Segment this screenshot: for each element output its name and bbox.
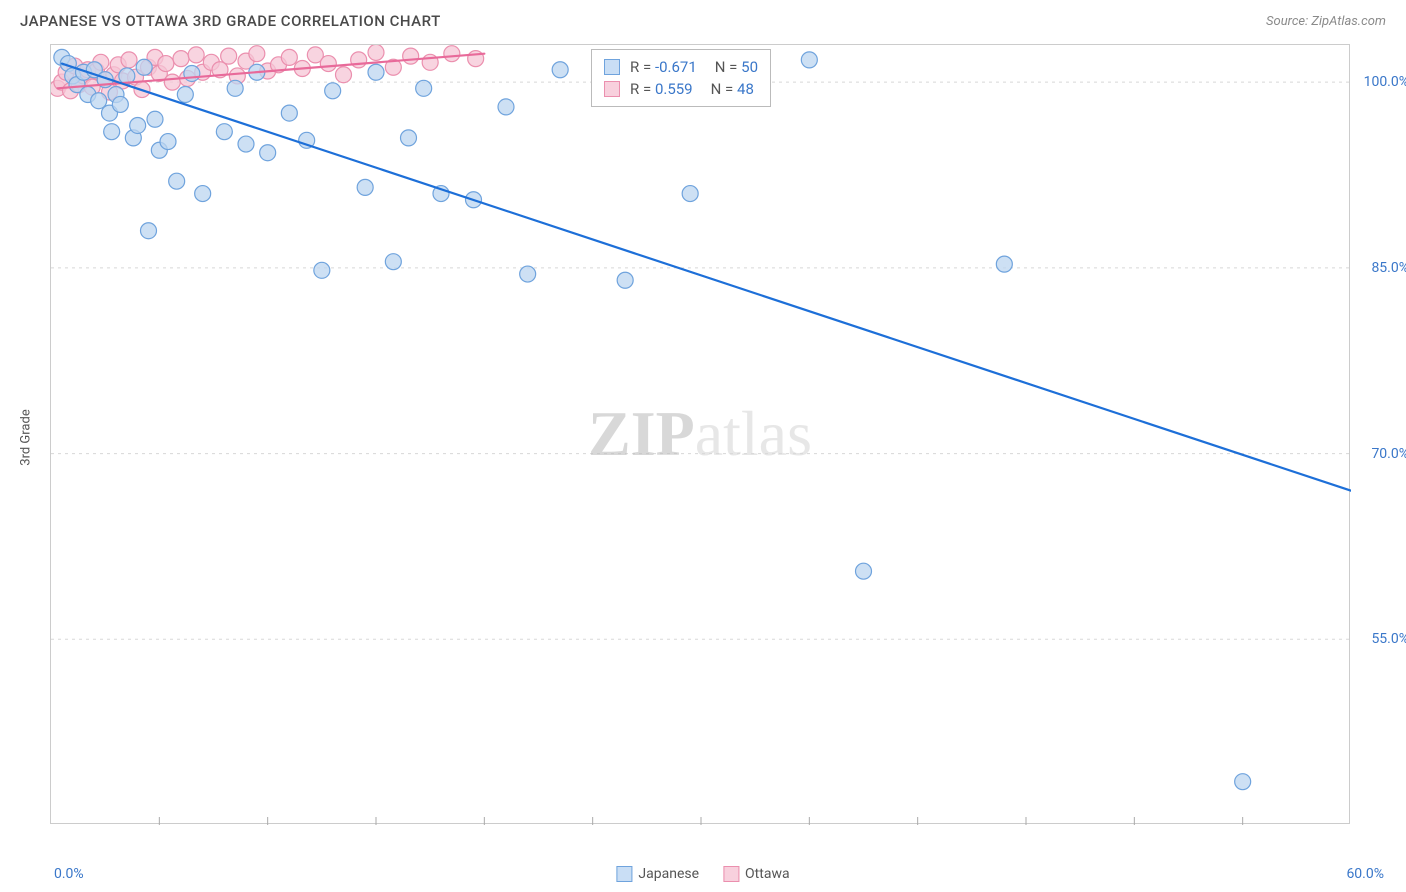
r-label: R =	[630, 58, 651, 76]
legend-label-japanese: Japanese	[638, 866, 699, 882]
swatch-japanese	[604, 59, 620, 75]
x-axis-max-label: 60.0%	[1346, 866, 1384, 882]
r-value-japanese: -0.671	[655, 58, 697, 76]
y-axis-label: 3rd Grade	[19, 409, 34, 465]
r-value-ottawa: 0.559	[655, 80, 693, 98]
stats-row-japanese: R = -0.671 N = 50	[604, 56, 758, 78]
chart-header: JAPANESE VS OTTAWA 3RD GRADE CORRELATION…	[0, 0, 1406, 38]
legend-swatch-japanese	[616, 866, 632, 882]
correlation-stats-legend: R = -0.671 N = 50 R = 0.559 N = 48	[591, 49, 771, 107]
chart-title: JAPANESE VS OTTAWA 3RD GRADE CORRELATION…	[20, 12, 441, 30]
legend-label-ottawa: Ottawa	[745, 866, 790, 882]
y-tick-label: 70.0%	[1371, 446, 1406, 462]
legend-item-japanese: Japanese	[616, 866, 699, 882]
y-tick-label: 85.0%	[1371, 260, 1406, 276]
scatter-plot-svg	[51, 45, 1351, 825]
n-value-ottawa: 48	[737, 80, 754, 98]
n-label: N =	[715, 58, 738, 76]
series-legend: Japanese Ottawa	[616, 866, 789, 882]
x-axis-origin-label: 0.0%	[54, 866, 84, 882]
legend-swatch-ottawa	[723, 866, 739, 882]
chart-plot-area: ZIPatlas R = -0.671 N = 50 R = 0.559 N =…	[50, 44, 1350, 824]
n-label: N =	[711, 80, 734, 98]
chart-source: Source: ZipAtlas.com	[1266, 14, 1386, 29]
y-tick-label: 55.0%	[1371, 631, 1406, 647]
swatch-ottawa	[604, 81, 620, 97]
n-value-japanese: 50	[741, 58, 758, 76]
y-tick-label: 100.0%	[1364, 74, 1406, 90]
stats-row-ottawa: R = 0.559 N = 48	[604, 78, 758, 100]
r-label: R =	[630, 80, 651, 98]
legend-item-ottawa: Ottawa	[723, 866, 790, 882]
